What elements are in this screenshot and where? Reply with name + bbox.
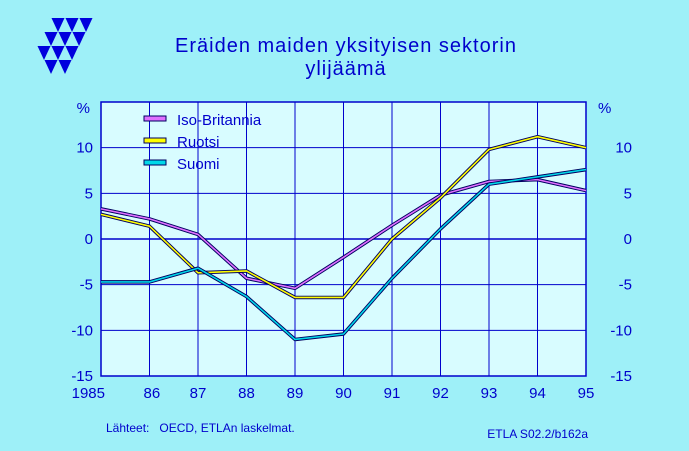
legend-swatch xyxy=(143,159,167,166)
y-axis-right-unit: % xyxy=(598,100,611,117)
logo-triangle xyxy=(44,32,58,46)
x-tick-label: 87 xyxy=(190,385,207,402)
y-tick-label: 0 xyxy=(624,231,632,248)
series-line-ruotsi xyxy=(100,135,587,299)
y-tick-label: 5 xyxy=(85,185,93,202)
logo-triangle xyxy=(72,32,86,46)
x-tick-label: 95 xyxy=(578,385,595,402)
legend: Iso-Britannia Ruotsi Suomi xyxy=(143,112,262,173)
legend-label: Suomi xyxy=(177,156,220,173)
legend-swatch xyxy=(143,137,167,144)
logo-triangle xyxy=(44,60,58,74)
x-tick-label: 94 xyxy=(529,385,546,402)
x-tick-label: 93 xyxy=(481,385,498,402)
y-tick-label: -15 xyxy=(71,368,93,385)
y-tick-label: -5 xyxy=(80,277,93,294)
legend-label: Ruotsi xyxy=(177,134,220,151)
x-tick-label: 91 xyxy=(384,385,401,402)
y-axis-left: -15 -10 -5 0 5 10 xyxy=(71,140,93,385)
logo-triangle xyxy=(58,32,72,46)
y-tick-label: 0 xyxy=(85,231,93,248)
logo-triangle xyxy=(79,18,93,32)
y-tick-label: -5 xyxy=(619,277,632,294)
etla-logo-icon xyxy=(37,18,93,74)
x-tick-label: 88 xyxy=(238,385,255,402)
logo-triangle xyxy=(51,46,65,60)
y-tick-label: 10 xyxy=(76,140,93,157)
chart-title-line-2: ylijäämä xyxy=(305,58,386,80)
source-note: Lähteet: OECD, ETLAn laskelmat. xyxy=(106,421,295,435)
y-tick-label: -10 xyxy=(71,322,93,339)
chart-id: ETLA S02.2/b162a xyxy=(487,427,588,441)
series-line-suomi xyxy=(101,168,587,341)
gridlines xyxy=(101,102,586,376)
chart-title-line-1: Eräiden maiden yksityisen sektorin xyxy=(175,35,517,57)
x-tick-label: 90 xyxy=(335,385,352,402)
y-axis-left-unit: % xyxy=(77,100,90,117)
x-tick-label: 89 xyxy=(287,385,304,402)
logo-triangle xyxy=(65,46,79,60)
logo-triangle xyxy=(58,60,72,74)
y-axis-right: -15 -10 -5 0 5 10 xyxy=(610,140,632,385)
logo-triangle xyxy=(37,46,51,60)
y-tick-label: 10 xyxy=(615,140,632,157)
logo-triangle xyxy=(65,18,79,32)
legend-label: Iso-Britannia xyxy=(177,112,262,129)
series-lines xyxy=(100,134,587,342)
x-axis: 1985 86 87 88 89 90 91 92 93 94 95 xyxy=(72,385,595,402)
x-tick-label: 1985 xyxy=(72,385,105,402)
legend-swatch xyxy=(143,115,167,122)
y-tick-label: 5 xyxy=(624,185,632,202)
y-tick-label: -10 xyxy=(610,322,632,339)
x-tick-label: 86 xyxy=(144,385,161,402)
x-tick-label: 92 xyxy=(432,385,449,402)
logo-triangle xyxy=(51,18,65,32)
y-tick-label: -15 xyxy=(610,368,632,385)
